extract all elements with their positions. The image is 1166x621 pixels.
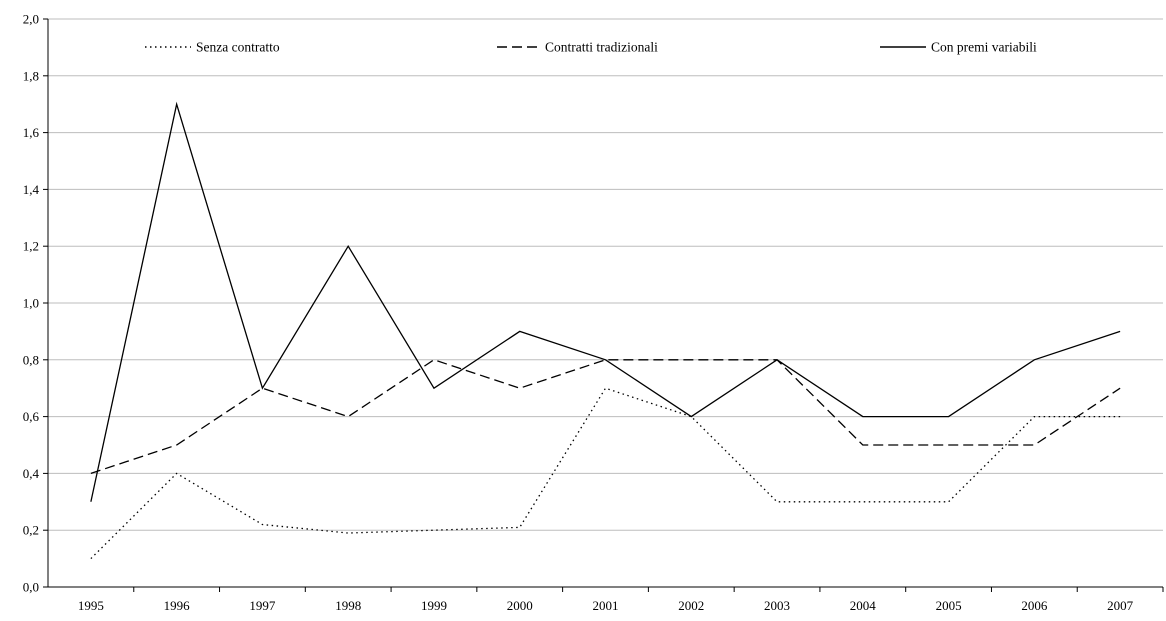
data-point [347, 532, 349, 534]
series-line-1 [90, 387, 1121, 560]
y-tick-label: 0,4 [23, 466, 40, 481]
data-point [947, 444, 949, 446]
legend-item: Contratti tradizionali [497, 40, 658, 55]
data-point [261, 387, 263, 389]
data-point [175, 472, 177, 474]
data-point [690, 359, 692, 361]
y-tick-label: 2,0 [23, 12, 39, 27]
series-lines [90, 101, 1121, 560]
legend-item: Senza contratto [145, 40, 280, 55]
data-point [947, 501, 949, 503]
data-point [519, 526, 521, 528]
x-tick-label: 1996 [164, 598, 191, 613]
data-point [90, 501, 92, 503]
y-tick-label: 0,8 [23, 352, 39, 367]
y-tick-label: 1,8 [23, 68, 39, 83]
data-point [862, 415, 864, 417]
data-point [862, 444, 864, 446]
x-tick-label: 2002 [678, 598, 704, 613]
data-point [1119, 415, 1121, 417]
data-point [347, 415, 349, 417]
gridlines [48, 18, 1163, 531]
data-point [776, 359, 778, 361]
y-tick-label: 1,4 [23, 182, 40, 197]
data-point [175, 103, 177, 105]
axes: 0,0 0,2 0,4 0,6 0,8 1,0 1,2 1,4 1,6 1,8 2,0 1995 199… [23, 12, 1164, 613]
data-point [90, 557, 92, 559]
data-point [1119, 387, 1121, 389]
legend-label: Contratti tradizionali [545, 40, 658, 55]
data-point [433, 529, 435, 531]
data-point [433, 359, 435, 361]
data-point [862, 501, 864, 503]
y-tick-label: 1,6 [23, 125, 40, 140]
data-point [604, 387, 606, 389]
series-line-3 [90, 101, 1121, 502]
data-point [90, 472, 92, 474]
y-tick-label: 1,0 [23, 296, 39, 311]
legend-label: Con premi variabili [931, 40, 1037, 55]
data-point [433, 387, 435, 389]
x-tick-label: 2005 [936, 598, 962, 613]
y-tick-label: 0,2 [23, 523, 39, 538]
y-tick-label: 0,6 [23, 409, 40, 424]
x-tick-label: 1999 [421, 598, 447, 613]
x-tick-label: 2007 [1107, 598, 1134, 613]
legend-label: Senza contratto [196, 40, 280, 55]
x-tick-label: 2006 [1021, 598, 1048, 613]
data-point [1033, 415, 1035, 417]
data-point [604, 359, 606, 361]
legend-item: Con premi variabili [880, 40, 1037, 55]
y-tick-label: 1,2 [23, 239, 39, 254]
x-tick-label: 2001 [593, 598, 619, 613]
data-point [690, 415, 692, 417]
data-point [776, 501, 778, 503]
y-tick-label: 0,0 [23, 580, 39, 595]
legend: Senza contratto Contratti tradizionali Con… [145, 40, 1037, 55]
data-point [1033, 359, 1035, 361]
data-point [1033, 444, 1035, 446]
data-point [1119, 330, 1121, 332]
x-tick-label: 2000 [507, 598, 533, 613]
data-point [519, 330, 521, 332]
data-point [347, 245, 349, 247]
x-tick-label: 1998 [335, 598, 361, 613]
data-point [519, 387, 521, 389]
series-line-2 [90, 359, 1121, 475]
x-tick-label: 2003 [764, 598, 790, 613]
data-point [261, 523, 263, 525]
data-point [175, 444, 177, 446]
x-tick-label: 1995 [78, 598, 104, 613]
data-point [947, 415, 949, 417]
x-tick-label: 1997 [249, 598, 276, 613]
x-tick-label: 2004 [850, 598, 877, 613]
